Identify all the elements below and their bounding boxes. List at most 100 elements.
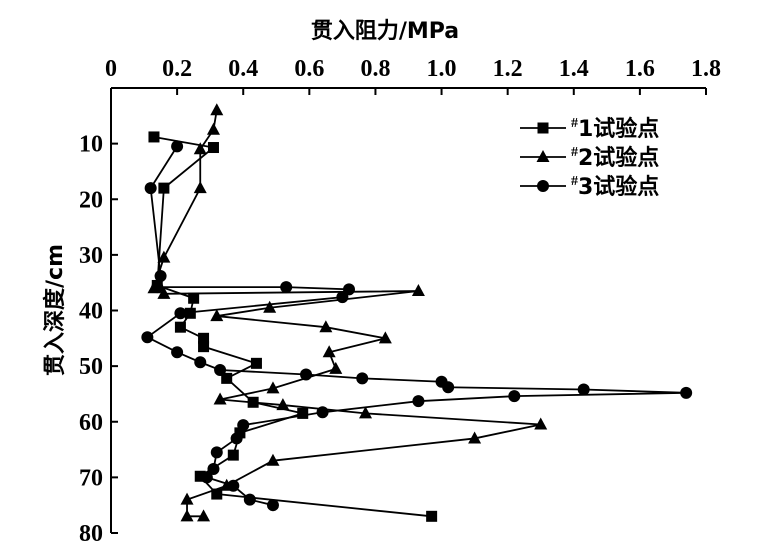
marker-triangle — [319, 320, 333, 333]
legend-item: #1试验点 — [520, 116, 659, 142]
y-tick-label: 30 — [79, 243, 103, 269]
marker-circle — [200, 471, 213, 484]
series-1 — [148, 131, 438, 522]
marker-square — [537, 122, 549, 134]
x-axis-title: 贯入阻力/MPa — [311, 19, 459, 44]
marker-square — [227, 449, 239, 461]
series-3 — [141, 140, 693, 512]
marker-circle — [151, 281, 164, 294]
marker-circle — [412, 395, 425, 408]
series-line — [153, 136, 432, 518]
marker-circle — [680, 386, 693, 399]
marker-circle — [154, 270, 167, 283]
marker-triangle — [359, 406, 373, 419]
y-tick-label: 40 — [79, 299, 103, 325]
y-tick-label: 20 — [79, 187, 103, 213]
marker-triangle — [266, 453, 280, 466]
marker-triangle — [534, 417, 548, 430]
marker-triangle — [213, 392, 227, 405]
legend-label: #1试验点 — [571, 116, 659, 142]
marker-triangle — [322, 345, 336, 358]
legend-label: #2试验点 — [571, 145, 659, 171]
marker-triangle — [536, 150, 550, 162]
x-tick-label: 1.8 — [691, 56, 721, 82]
x-tick-label: 0 — [105, 56, 117, 82]
marker-square — [198, 332, 210, 344]
legend: #1试验点 #2试验点 #3试验点 — [520, 116, 659, 200]
marker-circle — [442, 381, 455, 394]
marker-triangle — [180, 509, 194, 522]
marker-circle — [266, 499, 279, 512]
x-tick-label: 0.4 — [228, 56, 258, 82]
marker-circle — [210, 446, 223, 459]
marker-triangle — [210, 103, 224, 116]
y-tick-label: 50 — [79, 354, 103, 380]
marker-triangle — [276, 398, 290, 411]
marker-circle — [141, 331, 154, 344]
marker-square — [211, 488, 223, 500]
x-tick-label: 0.8 — [360, 56, 390, 82]
marker-square — [194, 470, 206, 482]
marker-circle — [230, 432, 243, 445]
marker-circle — [194, 356, 207, 369]
marker-circle — [171, 346, 184, 359]
marker-triangle — [210, 309, 224, 322]
marker-triangle — [157, 250, 171, 263]
axes: 0 0.2 0.4 0.6 0.8 1.0 1.2 1.4 1.6 1.8 10 20 30 40 50 60… — [79, 56, 721, 546]
marker-square — [221, 372, 233, 384]
marker-square — [250, 357, 262, 369]
marker-square — [207, 142, 219, 154]
marker-square — [188, 292, 200, 304]
marker-square — [426, 510, 438, 522]
marker-square — [184, 307, 196, 319]
marker-square — [174, 321, 186, 333]
marker-circle — [144, 182, 157, 195]
x-tick-label: 0.6 — [294, 56, 324, 82]
marker-circle — [243, 493, 256, 506]
x-tick-label: 1.0 — [427, 56, 457, 82]
marker-circle — [214, 364, 227, 377]
x-tick-label: 0.2 — [162, 56, 192, 82]
y-tick-label: 60 — [79, 410, 103, 436]
marker-circle — [207, 463, 220, 476]
marker-circle — [508, 390, 521, 403]
marker-triangle — [180, 492, 194, 505]
marker-circle — [280, 281, 293, 294]
marker-circle — [300, 368, 313, 381]
series-2 — [147, 103, 548, 522]
marker-triangle — [411, 284, 425, 297]
marker-triangle — [206, 122, 220, 135]
marker-circle — [237, 419, 250, 432]
marker-triangle — [193, 181, 207, 194]
x-tick-label: 1.2 — [493, 56, 523, 82]
legend-label: #3试验点 — [571, 174, 659, 200]
x-tick-label: 1.4 — [559, 56, 589, 82]
legend-item: #3试验点 — [520, 174, 659, 200]
marker-circle — [316, 406, 329, 419]
legend-item: #2试验点 — [520, 145, 659, 171]
marker-triangle — [197, 509, 211, 522]
marker-circle — [356, 372, 369, 385]
x-tick-label: 1.6 — [625, 56, 655, 82]
marker-triangle — [157, 286, 171, 299]
marker-square — [158, 182, 170, 194]
y-tick-label: 10 — [79, 132, 103, 158]
series-layer — [141, 103, 693, 522]
marker-triangle — [378, 331, 392, 344]
marker-circle — [171, 140, 184, 153]
marker-triangle — [193, 142, 207, 155]
marker-circle — [227, 479, 240, 492]
marker-triangle — [329, 361, 343, 374]
marker-circle — [336, 291, 349, 304]
marker-circle — [577, 383, 590, 396]
marker-circle — [174, 307, 187, 320]
marker-square — [148, 131, 160, 143]
marker-triangle — [266, 381, 280, 394]
y-tick-label: 70 — [79, 465, 103, 491]
marker-circle — [537, 180, 549, 192]
y-tick-label: 80 — [79, 521, 103, 546]
marker-triangle — [468, 431, 482, 444]
marker-square — [198, 341, 210, 353]
y-axis-title: 贯入深度/cm — [42, 244, 68, 376]
